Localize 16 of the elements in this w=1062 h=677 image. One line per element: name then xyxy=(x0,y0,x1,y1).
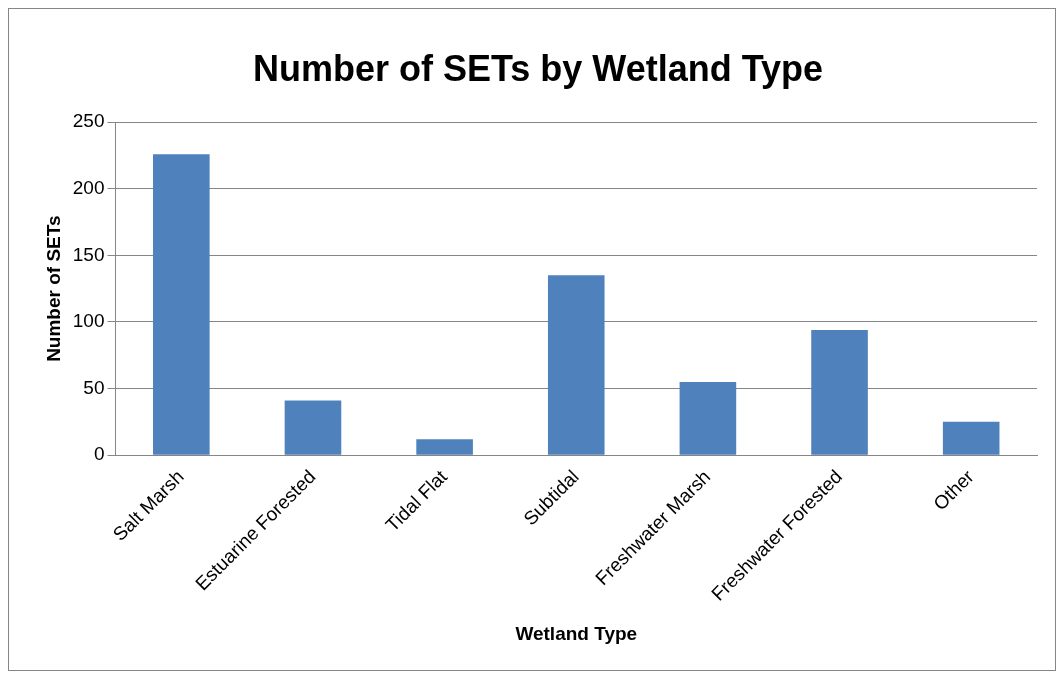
x-axis-title: Wetland Type xyxy=(515,622,638,644)
bar xyxy=(811,329,868,455)
y-tick-label: 0 xyxy=(93,443,105,465)
bar xyxy=(547,275,605,455)
bar xyxy=(416,439,473,455)
chart-title: Number of SETs by Wetland Type xyxy=(252,47,824,89)
y-tick-label: 200 xyxy=(72,177,105,199)
bar xyxy=(284,400,342,455)
bar xyxy=(942,421,1000,455)
y-axis-title: Number of SETs xyxy=(42,215,64,362)
bar xyxy=(679,381,737,455)
y-tick-label: 100 xyxy=(72,310,105,332)
y-tick-label: 150 xyxy=(72,243,105,265)
bar xyxy=(153,154,210,455)
y-tick-label: 250 xyxy=(72,110,105,132)
y-tick-label: 50 xyxy=(83,376,105,398)
